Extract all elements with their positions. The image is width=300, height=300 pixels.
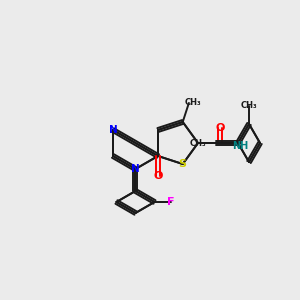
Text: O: O [215, 123, 225, 133]
Text: N: N [131, 164, 140, 174]
Text: F: F [167, 197, 174, 207]
Text: CH₃: CH₃ [241, 101, 257, 110]
Text: CH₃: CH₃ [184, 98, 201, 107]
Text: S: S [179, 159, 187, 169]
Text: O: O [153, 171, 163, 181]
Text: N: N [109, 125, 117, 135]
Text: CH₃: CH₃ [190, 139, 206, 148]
Text: NH: NH [232, 141, 248, 151]
